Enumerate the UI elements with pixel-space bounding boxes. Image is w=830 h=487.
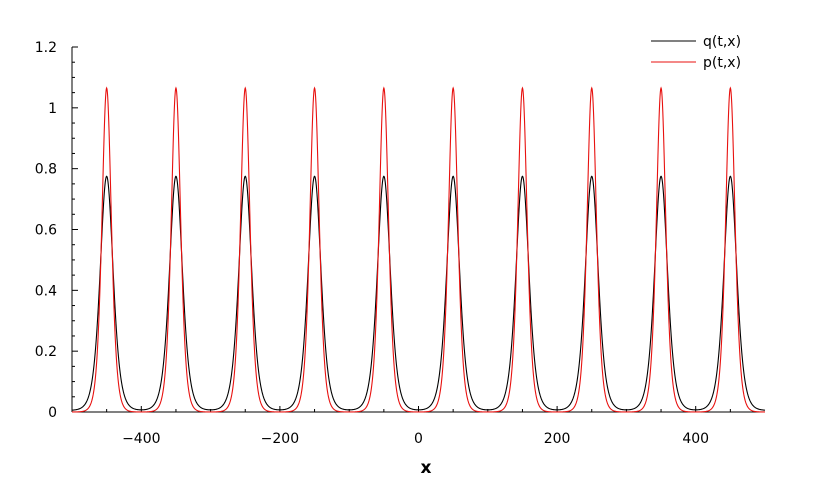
y-tick-label: 0.8	[35, 162, 57, 178]
y-tick-label: 0.4	[35, 283, 57, 299]
curves	[71, 86, 766, 413]
y-tick-label: 0.6	[35, 223, 57, 239]
axes	[71, 47, 765, 413]
series-line-p	[72, 86, 765, 413]
x-axis-title: x	[421, 458, 432, 478]
x-tick-label: 400	[682, 431, 709, 447]
x-tick-label: −200	[261, 431, 299, 447]
y-tick-label: 0	[48, 405, 57, 421]
y-tick-label: 1.2	[35, 40, 57, 56]
series-line-q	[71, 175, 766, 411]
x-tick-label: 200	[544, 431, 571, 447]
legend-label: p(t,x)	[703, 55, 741, 71]
y-tick-label: 1	[48, 101, 57, 117]
legend: q(t,x) p(t,x)	[651, 34, 741, 71]
ticks: −400 −200 0 200 400 0 0.2 0.4 0.6 0.8 1 1.2	[35, 40, 731, 447]
x-tick-label: −400	[122, 431, 160, 447]
x-tick-label: 0	[414, 431, 423, 447]
legend-label: q(t,x)	[703, 34, 741, 50]
y-tick-label: 0.2	[35, 344, 57, 360]
